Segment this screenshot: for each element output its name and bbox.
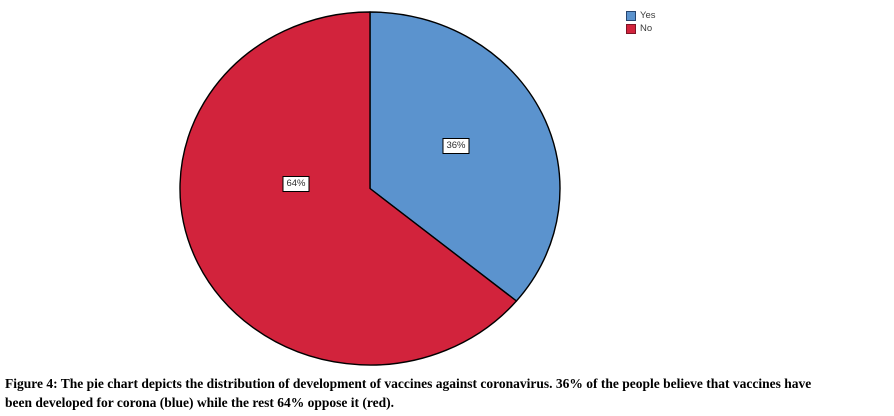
pie-slice-yes (369, 11, 561, 302)
pie-chart (179, 11, 561, 366)
legend-item-yes: Yes (626, 9, 656, 22)
legend-label-yes: Yes (640, 9, 656, 21)
chart-legend: Yes No (626, 9, 656, 35)
pie-slice-no (179, 11, 518, 366)
legend-swatch-no-icon (626, 23, 636, 34)
pie-label-no: 64% (282, 176, 310, 192)
legend-label-no: No (640, 22, 653, 34)
figure-caption-line-2: been developed for corona (blue) while t… (5, 395, 394, 410)
pie-label-yes: 36% (442, 138, 470, 154)
legend-swatch-yes-icon (626, 10, 636, 21)
legend-item-no: No (626, 22, 656, 35)
figure-caption-line-1: Figure 4: The pie chart depicts the dist… (5, 376, 812, 391)
figure-caption: Figure 4: The pie chart depicts the dist… (5, 374, 811, 412)
